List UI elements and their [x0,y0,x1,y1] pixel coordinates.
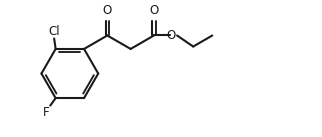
Text: O: O [166,29,175,42]
Text: O: O [149,4,158,17]
Text: O: O [103,4,112,17]
Text: F: F [43,106,49,119]
Text: Cl: Cl [48,25,60,38]
